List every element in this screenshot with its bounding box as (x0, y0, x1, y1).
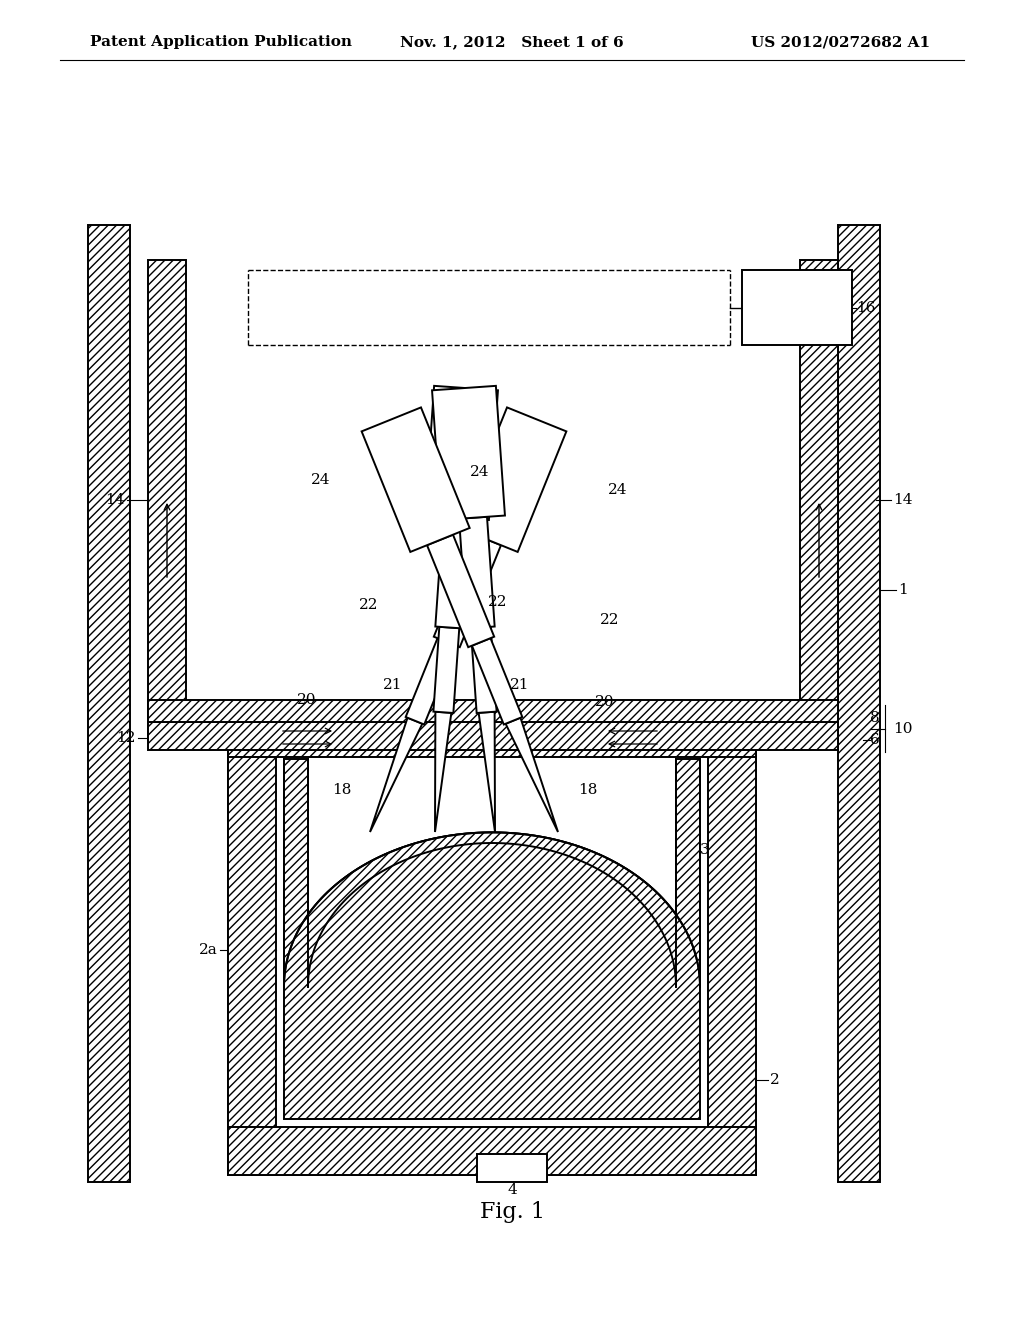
Polygon shape (284, 759, 308, 986)
Bar (228, 744, 276, 1175)
Text: 10: 10 (893, 722, 912, 737)
Polygon shape (425, 385, 498, 520)
Polygon shape (471, 627, 497, 713)
Polygon shape (472, 638, 522, 725)
Bar (148, 260, 186, 741)
Text: Fig. 1: Fig. 1 (479, 1201, 545, 1224)
Bar (742, 271, 852, 345)
Text: 20: 20 (297, 693, 316, 708)
Polygon shape (284, 833, 700, 1119)
Text: 22: 22 (358, 598, 378, 612)
Bar (228, 744, 756, 756)
Text: US 2012/0272682 A1: US 2012/0272682 A1 (751, 36, 930, 49)
Text: 12: 12 (117, 731, 136, 744)
Text: 16: 16 (856, 301, 876, 315)
Bar (228, 744, 756, 1175)
Text: 6: 6 (870, 733, 880, 747)
Polygon shape (435, 517, 471, 628)
Text: 24: 24 (608, 483, 628, 498)
Text: 18: 18 (578, 783, 597, 797)
Bar (800, 260, 838, 741)
Bar (708, 744, 756, 1175)
Polygon shape (478, 711, 495, 832)
Text: 2: 2 (770, 1073, 779, 1086)
Polygon shape (435, 711, 452, 832)
Bar (838, 224, 880, 1181)
Text: 2a: 2a (200, 942, 218, 957)
Text: Patent Application Publication: Patent Application Publication (90, 36, 352, 49)
Text: 1: 1 (898, 583, 907, 597)
Polygon shape (427, 535, 495, 647)
Text: 8: 8 (870, 711, 880, 725)
Text: 3: 3 (700, 843, 710, 857)
Polygon shape (406, 638, 456, 725)
Bar (148, 700, 838, 722)
Text: 4: 4 (507, 1183, 517, 1197)
Polygon shape (370, 718, 422, 832)
Polygon shape (676, 759, 700, 986)
Polygon shape (361, 408, 470, 552)
Text: 20: 20 (595, 696, 614, 709)
Text: 18: 18 (333, 783, 352, 797)
Text: 14: 14 (893, 492, 912, 507)
Text: 24: 24 (310, 473, 330, 487)
Bar (148, 722, 838, 750)
Text: 22: 22 (600, 612, 620, 627)
Text: 22: 22 (488, 595, 508, 609)
Polygon shape (434, 535, 501, 647)
Polygon shape (284, 833, 700, 986)
Text: 21: 21 (510, 678, 529, 692)
Text: 21: 21 (383, 678, 402, 692)
Polygon shape (432, 385, 505, 520)
Text: 14: 14 (105, 492, 125, 507)
Bar (477, 1154, 547, 1181)
Polygon shape (459, 408, 566, 552)
Polygon shape (433, 627, 460, 713)
Bar (228, 1127, 756, 1175)
Text: Nov. 1, 2012   Sheet 1 of 6: Nov. 1, 2012 Sheet 1 of 6 (400, 36, 624, 49)
Polygon shape (506, 718, 558, 832)
Bar (88, 224, 130, 1181)
Polygon shape (459, 517, 495, 628)
Text: 24: 24 (470, 465, 489, 479)
